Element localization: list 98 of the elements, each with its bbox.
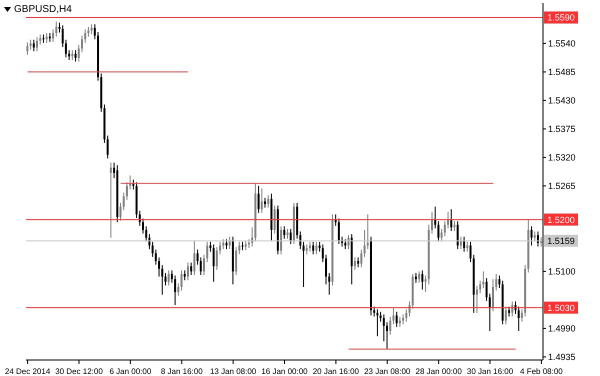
candlestick xyxy=(62,24,64,48)
candlestick xyxy=(222,238,224,250)
candlestick xyxy=(64,39,67,58)
y-tick-label: 1.5485 xyxy=(548,67,576,78)
candlestick xyxy=(274,205,276,234)
candlestick xyxy=(290,228,292,244)
candlestick xyxy=(238,241,240,255)
candlestick xyxy=(424,275,427,293)
ref-line-label: 1.5200 xyxy=(547,214,575,225)
candlestick xyxy=(450,208,452,232)
candlestick xyxy=(421,270,424,290)
y-tick-label: 1.5375 xyxy=(548,124,576,134)
candlestick xyxy=(440,228,443,242)
candlestick xyxy=(36,36,38,52)
y-tick-label: 1.5100 xyxy=(548,266,576,277)
candlestick xyxy=(306,244,308,255)
candlestick xyxy=(110,162,112,238)
candlestick xyxy=(168,270,170,286)
x-tick-label: 13 Jan 08:00 xyxy=(210,367,257,376)
candlestick xyxy=(508,306,510,317)
candlestick xyxy=(267,194,270,208)
candlestick xyxy=(354,256,356,270)
candlestick xyxy=(366,214,369,250)
candlestick xyxy=(258,185,260,214)
candlestick xyxy=(71,50,74,60)
candlestick xyxy=(348,234,350,250)
candlestick xyxy=(453,220,456,232)
candlestick xyxy=(398,316,401,328)
candlestick xyxy=(402,314,404,325)
candlestick xyxy=(504,306,507,325)
candlestick xyxy=(376,308,378,337)
x-tick-label: 4 Feb 08:00 xyxy=(520,367,564,376)
x-tick-label: 30 Dec 12:00 xyxy=(55,367,104,376)
candlestick xyxy=(392,307,394,325)
x-tick-label: 28 Jan 00:00 xyxy=(416,367,462,376)
x-tick-label: 8 Jan 16:00 xyxy=(160,367,204,376)
candlestick xyxy=(193,240,196,276)
candlestick xyxy=(418,270,420,284)
y-tick-label: 1.5265 xyxy=(548,181,576,192)
candlestick xyxy=(530,226,533,246)
x-tick-label: 30 Jan 16:00 xyxy=(466,367,514,376)
candlestick xyxy=(308,241,311,252)
candlestick xyxy=(225,238,228,250)
candlestick xyxy=(488,293,491,332)
candlestick xyxy=(338,218,340,244)
candlestick xyxy=(52,28,54,42)
candlestick xyxy=(357,256,360,268)
x-tick-label: 16 Jan 00:00 xyxy=(261,367,308,376)
candlestick xyxy=(26,42,28,56)
candlestick xyxy=(264,197,266,208)
candlestick xyxy=(286,228,288,240)
y-tick-label: 1.4935 xyxy=(548,352,576,362)
ref-line-label: 1.5159 xyxy=(547,236,575,246)
candlestick xyxy=(434,206,436,229)
candlestick xyxy=(437,220,440,242)
candlestick xyxy=(536,231,539,248)
x-tick-label: 20 Jan 16:00 xyxy=(312,367,360,376)
candlestick xyxy=(511,300,514,317)
candlestick xyxy=(184,270,186,281)
ref-line-label: 1.5030 xyxy=(547,302,575,313)
y-tick-label: 1.5540 xyxy=(548,38,576,49)
x-tick-label: 24 Dec 2014 xyxy=(4,367,51,376)
chart-title: GBPUSD,H4 xyxy=(14,4,72,15)
y-tick-label: 1.5320 xyxy=(548,152,576,163)
candlestick xyxy=(212,244,215,282)
candlestick xyxy=(196,249,199,266)
y-tick-label: 1.5430 xyxy=(548,96,576,106)
candlestick xyxy=(46,32,48,44)
candlestick xyxy=(90,24,93,35)
candlestick xyxy=(534,231,536,242)
candlestick xyxy=(161,264,164,296)
candlestick xyxy=(87,26,90,38)
candlestick xyxy=(55,21,58,38)
ref-line-label: 1.5590 xyxy=(547,12,575,23)
candlestick xyxy=(315,241,318,255)
candlestick xyxy=(312,241,314,255)
candlestick xyxy=(486,278,488,302)
candlestick xyxy=(283,226,286,240)
candlestick xyxy=(344,238,346,250)
candlestick xyxy=(466,241,468,252)
x-tick-label: 23 Jan 08:00 xyxy=(364,367,411,376)
candlestick xyxy=(190,262,192,276)
candlestick xyxy=(280,226,282,255)
candlestick xyxy=(414,272,417,284)
candlestick xyxy=(235,246,238,276)
candlestick xyxy=(186,262,189,281)
candlestick xyxy=(200,256,202,276)
y-tick-label: 1.4990 xyxy=(548,324,576,334)
candlestick xyxy=(456,220,459,250)
candlestick xyxy=(389,316,392,336)
candlestick xyxy=(318,241,321,252)
candlestick xyxy=(244,240,247,251)
candlestick xyxy=(32,39,35,52)
candlestick xyxy=(396,311,398,328)
x-tick-label: 6 Jan 00:00 xyxy=(109,367,152,376)
candlestick xyxy=(74,50,77,62)
candlestick xyxy=(482,270,484,288)
candlestick xyxy=(260,188,263,214)
